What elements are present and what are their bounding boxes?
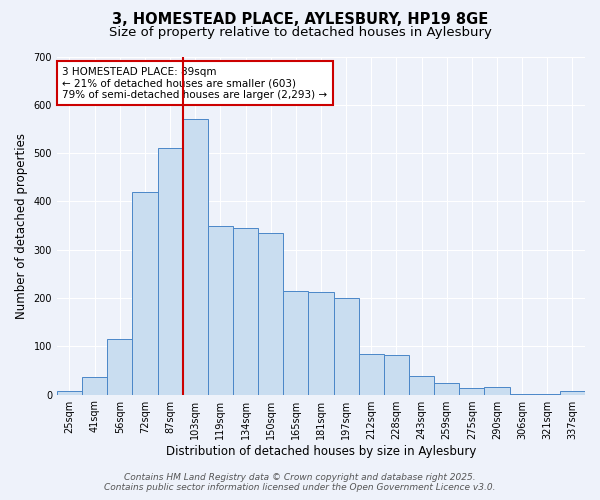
Text: 3, HOMESTEAD PLACE, AYLESBURY, HP19 8GE: 3, HOMESTEAD PLACE, AYLESBURY, HP19 8GE xyxy=(112,12,488,28)
Bar xyxy=(233,228,258,394)
Bar xyxy=(308,292,334,395)
Bar xyxy=(82,376,107,394)
Bar xyxy=(57,390,82,394)
Bar xyxy=(107,339,133,394)
Text: 3 HOMESTEAD PLACE: 89sqm
← 21% of detached houses are smaller (603)
79% of semi-: 3 HOMESTEAD PLACE: 89sqm ← 21% of detach… xyxy=(62,66,328,100)
Bar xyxy=(434,382,459,394)
Bar xyxy=(208,226,233,394)
X-axis label: Distribution of detached houses by size in Aylesbury: Distribution of detached houses by size … xyxy=(166,444,476,458)
Bar xyxy=(283,290,308,395)
Bar xyxy=(409,376,434,394)
Y-axis label: Number of detached properties: Number of detached properties xyxy=(15,132,28,318)
Bar xyxy=(459,388,484,394)
Text: Size of property relative to detached houses in Aylesbury: Size of property relative to detached ho… xyxy=(109,26,491,39)
Bar xyxy=(133,192,158,394)
Bar xyxy=(384,355,409,395)
Bar xyxy=(158,148,182,394)
Bar xyxy=(560,390,585,394)
Text: Contains HM Land Registry data © Crown copyright and database right 2025.
Contai: Contains HM Land Registry data © Crown c… xyxy=(104,473,496,492)
Bar xyxy=(258,233,283,394)
Bar xyxy=(334,298,359,394)
Bar xyxy=(359,354,384,395)
Bar xyxy=(484,388,509,394)
Bar xyxy=(182,120,208,394)
